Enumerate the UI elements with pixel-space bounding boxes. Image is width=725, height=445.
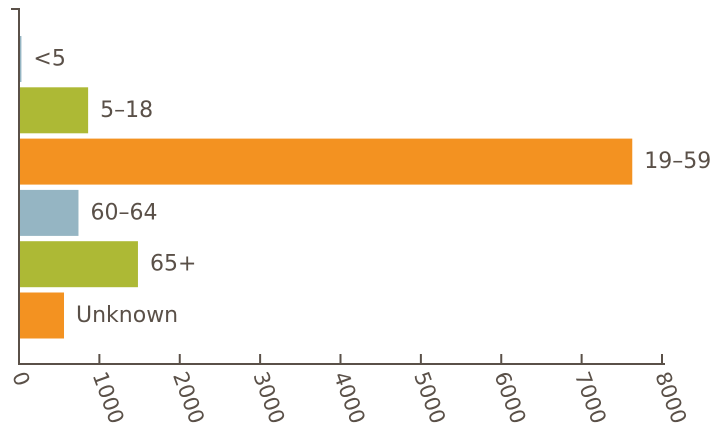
x-tick-label-3: 3000 bbox=[248, 369, 289, 427]
bar-1 bbox=[19, 87, 89, 134]
category-label-4: 65+ bbox=[150, 252, 196, 277]
bar-0 bbox=[19, 36, 22, 82]
category-label-2: 19–59 bbox=[644, 149, 711, 174]
x-tick-label-7: 7000 bbox=[570, 369, 611, 427]
x-tick-label-8: 8000 bbox=[650, 369, 691, 427]
x-tick-label-1: 1000 bbox=[88, 369, 129, 427]
category-label-1: 5–18 bbox=[100, 98, 153, 123]
x-tick-label-0: 0 bbox=[7, 369, 34, 390]
bars-group bbox=[19, 36, 633, 339]
bar-5 bbox=[19, 292, 65, 339]
x-tick-label-2: 2000 bbox=[168, 369, 209, 427]
bar-2 bbox=[19, 138, 633, 185]
x-tick-label-6: 6000 bbox=[490, 369, 531, 427]
category-labels-group: <5 5–18 19–59 60–64 65+ Unknown bbox=[33, 47, 711, 329]
category-label-0: <5 bbox=[33, 47, 65, 72]
category-label-3: 60–64 bbox=[90, 200, 157, 225]
x-tick-label-5: 5000 bbox=[409, 369, 450, 427]
bar-4 bbox=[19, 241, 138, 288]
bar-3 bbox=[19, 189, 79, 236]
category-label-5: Unknown bbox=[76, 303, 178, 328]
x-tick-label-4: 4000 bbox=[329, 369, 370, 427]
